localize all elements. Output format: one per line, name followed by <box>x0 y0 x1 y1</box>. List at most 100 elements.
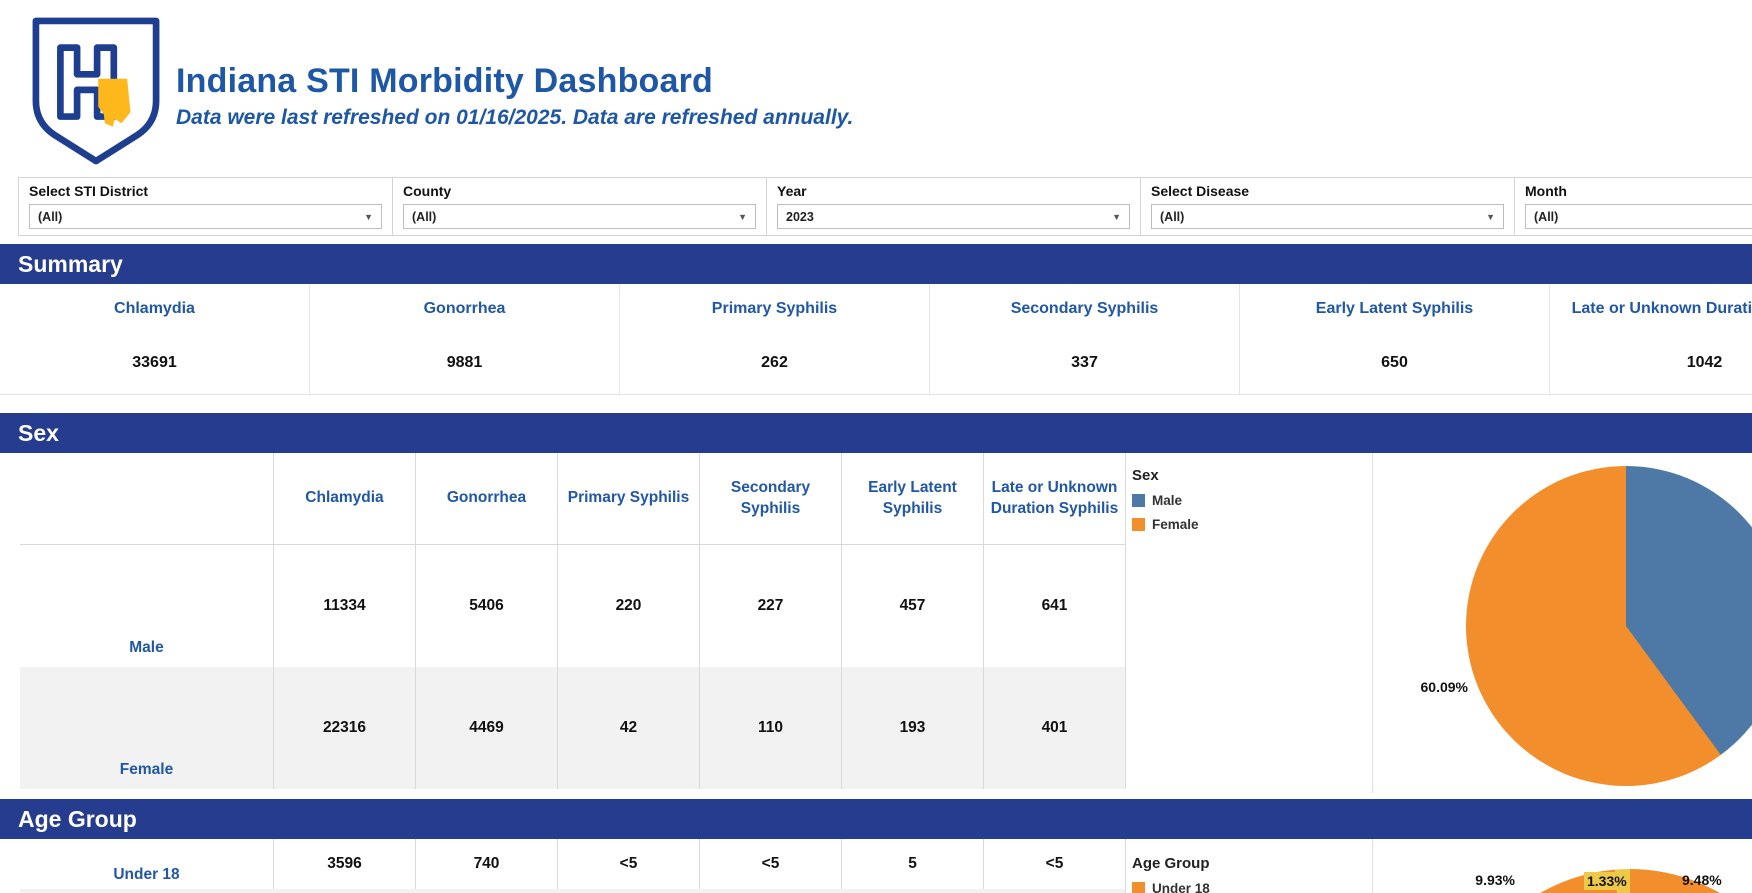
summary-value: 9881 <box>446 354 483 371</box>
county-dropdown[interactable]: (All) ▼ <box>403 204 756 229</box>
sex-header-cell: Primary Syphilis <box>558 453 700 545</box>
dropdown-value: 2023 <box>786 209 814 224</box>
sex-header-cell: Chlamydia <box>274 453 416 545</box>
pie-data-label: 1.33% <box>1584 872 1630 890</box>
age-table: Under 18 3596 740 <5 <5 5 <5 <box>20 839 1126 893</box>
sex-value-cell: 220 <box>558 545 700 667</box>
sex-header-cell: Secondary Syphilis <box>700 453 842 545</box>
sex-corner-cell <box>20 453 274 545</box>
dropdown-value: (All) <box>1534 209 1559 224</box>
title-block: Indiana STI Morbidity Dashboard Data wer… <box>176 62 853 130</box>
sex-value-cell: 11334 <box>274 545 416 667</box>
summary-column-header: Late or Unknown Duration Syphilis <box>1571 300 1752 317</box>
chevron-down-icon: ▼ <box>1112 211 1121 222</box>
legend-title: Age Group <box>1132 855 1210 872</box>
disease-dropdown[interactable]: (All) ▼ <box>1151 204 1504 229</box>
legend-label: Female <box>1152 517 1199 532</box>
sex-legend: Sex Male Female <box>1132 467 1199 532</box>
filter-bar: Select STI District (All) ▼ County (All)… <box>18 177 1752 236</box>
summary-value: 650 <box>1381 354 1408 371</box>
sex-value-cell: 22316 <box>274 667 416 789</box>
legend-title: Sex <box>1132 467 1159 484</box>
age-section: Under 18 3596 740 <5 <5 5 <5 Age Group U… <box>0 839 1752 893</box>
summary-column-header: Gonorrhea <box>423 300 506 317</box>
pie-data-label: 9.93% <box>1475 872 1515 888</box>
age-legend: Age Group Under 18 <box>1132 855 1210 893</box>
next-row-sliver <box>20 889 1126 893</box>
age-section-header: Age Group <box>0 799 1752 839</box>
sex-value-cell: 227 <box>700 545 842 667</box>
legend-label: Male <box>1152 493 1183 508</box>
filter-month: Month (All) ▼ <box>1514 178 1752 235</box>
summary-value: 33691 <box>132 354 177 371</box>
pie-data-label: 9.48% <box>1682 872 1722 888</box>
sex-value-cell: 5406 <box>416 545 558 667</box>
header: Indiana STI Morbidity Dashboard Data wer… <box>0 0 1752 177</box>
summary-value: 1042 <box>1686 354 1723 371</box>
age-value-cell: 740 <box>416 839 558 889</box>
summary-table: Chlamydia 33691 Gonorrhea 9881 Primary S… <box>0 284 1752 395</box>
sex-header-cell: Early Latent Syphilis <box>842 453 984 545</box>
pie-data-label: 60.09% <box>1420 679 1468 695</box>
sex-value-cell: 42 <box>558 667 700 789</box>
sex-section: Chlamydia Gonorrhea Primary Syphilis Sec… <box>0 453 1752 799</box>
age-value-cell: <5 <box>700 839 842 889</box>
sex-section-header: Sex <box>0 413 1752 453</box>
male-color-swatch <box>1132 494 1145 507</box>
sex-value-cell: 401 <box>984 667 1126 789</box>
dropdown-value: (All) <box>1160 209 1185 224</box>
sex-row-label: Male <box>20 545 274 667</box>
indiana-health-logo-icon <box>32 17 160 165</box>
dropdown-value: (All) <box>412 209 437 224</box>
filter-county: County (All) ▼ <box>392 178 766 235</box>
legend-item-female[interactable]: Female <box>1132 517 1199 532</box>
summary-value: 337 <box>1071 354 1098 371</box>
summary-column: Early Latent Syphilis 650 <box>1240 284 1550 394</box>
refresh-note: Data were last refreshed on 01/16/2025. … <box>176 106 854 129</box>
zone-divider <box>1372 839 1373 893</box>
sex-pie-chart[interactable] <box>1466 466 1752 786</box>
chevron-down-icon: ▼ <box>364 211 373 222</box>
month-dropdown[interactable]: (All) ▼ <box>1525 204 1752 229</box>
summary-column: Chlamydia 33691 <box>0 284 310 394</box>
year-dropdown[interactable]: 2023 ▼ <box>777 204 1130 229</box>
summary-column: Late or Unknown Duration Syphilis 1042 <box>1550 284 1752 394</box>
sex-header-cell: Late or Unknown Duration Syphilis <box>984 453 1126 545</box>
sex-value-cell: 110 <box>700 667 842 789</box>
sex-value-cell: 457 <box>842 545 984 667</box>
age-value-cell: <5 <box>984 839 1126 889</box>
legend-label: Under 18 <box>1152 881 1210 893</box>
age-row-label: Under 18 <box>20 839 274 889</box>
age-value-cell: 5 <box>842 839 984 889</box>
filter-disease: Select Disease (All) ▼ <box>1140 178 1514 235</box>
summary-column: Gonorrhea 9881 <box>310 284 620 394</box>
filter-label: Year <box>777 183 807 199</box>
filter-year: Year 2023 ▼ <box>766 178 1140 235</box>
female-color-swatch <box>1132 518 1145 531</box>
sex-value-cell: 641 <box>984 545 1126 667</box>
age-value-cell: 3596 <box>274 839 416 889</box>
sti-district-dropdown[interactable]: (All) ▼ <box>29 204 382 229</box>
page-title: Indiana STI Morbidity Dashboard <box>176 62 714 100</box>
dropdown-value: (All) <box>38 209 63 224</box>
legend-item-under-18[interactable]: Under 18 <box>1132 881 1210 893</box>
sex-row-label: Female <box>20 667 274 789</box>
zone-divider <box>1372 453 1373 793</box>
sex-value-cell: 4469 <box>416 667 558 789</box>
chevron-down-icon: ▼ <box>738 211 747 222</box>
filter-sti-district: Select STI District (All) ▼ <box>18 178 392 235</box>
age-value-cell: <5 <box>558 839 700 889</box>
filter-label: County <box>403 183 452 199</box>
summary-section-header: Summary <box>0 244 1752 284</box>
filter-label: Select STI District <box>29 183 149 199</box>
sex-table: Chlamydia Gonorrhea Primary Syphilis Sec… <box>20 453 1126 789</box>
summary-column: Primary Syphilis 262 <box>620 284 930 394</box>
sex-header-cell: Gonorrhea <box>416 453 558 545</box>
chevron-down-icon: ▼ <box>1486 211 1495 222</box>
summary-column-header: Primary Syphilis <box>711 300 838 317</box>
sex-value-cell: 193 <box>842 667 984 789</box>
filter-label: Select Disease <box>1151 183 1250 199</box>
summary-value: 262 <box>761 354 788 371</box>
legend-item-male[interactable]: Male <box>1132 493 1199 508</box>
